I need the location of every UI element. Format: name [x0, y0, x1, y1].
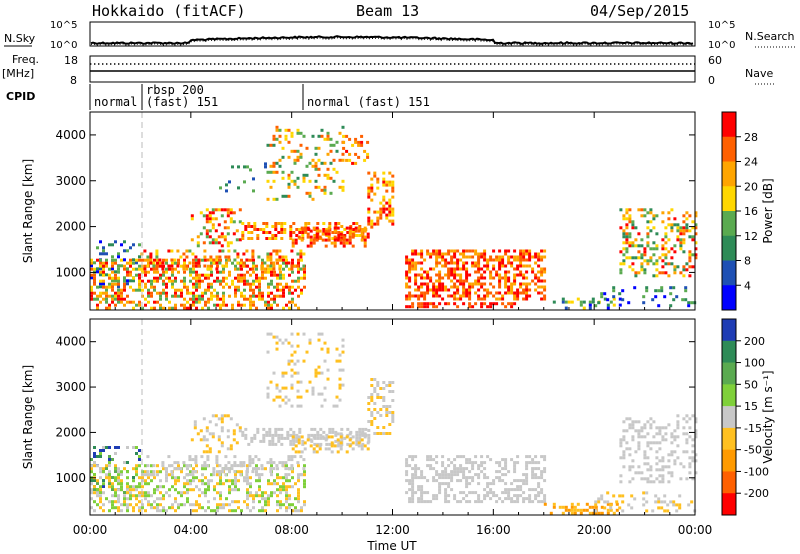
noise-right-tick-lo: 10^0 — [708, 40, 735, 51]
colorbar-tick-label: -15 — [744, 422, 762, 435]
noise-right-label: N.Search — [745, 30, 795, 43]
x-tick-label: 04:00 — [174, 523, 209, 537]
velocity-colorbar: 200 100 50 15 -15 -50 -100 -200 — [721, 318, 769, 516]
velocity-colorbar-label: Velocity [m s⁻¹] — [761, 370, 775, 463]
colorbar-swatch — [722, 384, 736, 407]
colorbar-swatch — [722, 471, 736, 494]
freq-label-2: [MHz] — [2, 67, 34, 80]
velocity-panel: 1000 2000 3000 4000 Slant Range [km] 200 100… — [21, 318, 775, 516]
noise-left-tick-lo: 10^0 — [50, 40, 77, 51]
power-ylabel: Slant Range [km] — [21, 159, 35, 263]
x-tick-label: 00:00 — [73, 523, 108, 537]
y-tick-label: 2000 — [55, 220, 86, 234]
nave-tick-hi: 60 — [708, 54, 722, 67]
noise-search-dots — [90, 37, 694, 46]
colorbar-tick-label: 200 — [744, 335, 765, 348]
colorbar-swatch — [722, 260, 736, 286]
nave-tick-lo: 0 — [708, 74, 715, 87]
nave-label: Nave — [745, 67, 773, 80]
y-tick-label: 2000 — [55, 425, 86, 439]
colorbar-swatch — [722, 319, 736, 342]
noise-panel: N.Sky 10^5 10^0 10^5 10^0 N.Search — [4, 20, 795, 51]
colorbar-swatch — [722, 211, 736, 237]
noise-right-tick-hi: 10^5 — [708, 20, 735, 31]
date-title: 04/Sep/2015 — [590, 2, 689, 20]
freq-tick-lo: 8 — [70, 74, 77, 87]
y-tick-label: 4000 — [55, 128, 86, 142]
colorbar-swatch — [722, 340, 736, 364]
y-tick-label: 3000 — [55, 380, 86, 394]
beam-title: Beam 13 — [356, 2, 419, 20]
freq-label-1: Freq. — [12, 53, 39, 66]
x-tick-label: 20:00 — [577, 523, 612, 537]
cpid-label: CPID — [6, 90, 35, 103]
x-tick-label: 08:00 — [274, 523, 309, 537]
colorbar-tick-label: -100 — [744, 465, 769, 478]
colorbar-swatch — [722, 161, 736, 187]
colorbar-tick-label: 4 — [744, 279, 751, 292]
colorbar-swatch — [722, 186, 736, 212]
colorbar-tick-label: 15 — [744, 400, 758, 413]
colorbar-tick-label: 16 — [744, 205, 758, 218]
cpid-seg-rbsp: rbsp 200 — [146, 83, 204, 97]
power-colorbar-label: Power [dB] — [761, 178, 775, 243]
freq-panel: Freq. [MHz] 18 8 60 0 Nave — [2, 53, 775, 87]
noise-sky-line — [90, 35, 694, 45]
y-tick-label: 1000 — [55, 471, 86, 485]
colorbar-swatch — [722, 235, 736, 261]
cpid-panel: CPID normal rbsp 200 (fast) 151 normal (… — [6, 83, 430, 110]
noise-left-tick-hi: 10^5 — [50, 20, 77, 31]
colorbar-tick-label: 8 — [744, 255, 751, 268]
colorbar-swatch — [722, 493, 736, 516]
colorbar-swatch — [722, 285, 736, 311]
colorbar-swatch — [722, 362, 736, 385]
colorbar-tick-label: 12 — [744, 230, 758, 243]
colorbar-swatch — [722, 449, 736, 472]
y-tick-label: 4000 — [55, 335, 86, 349]
cpid-seg-fast: (fast) 151 — [146, 95, 218, 109]
x-axis: 00:00 04:00 08:00 12:00 16:00 20:00 00:00 — [73, 112, 713, 537]
power-cells — [90, 125, 698, 310]
x-tick-label: 16:00 — [476, 523, 511, 537]
colorbar-swatch — [722, 427, 736, 451]
colorbar-tick-label: 28 — [744, 131, 758, 144]
power-panel: 1000 2000 3000 4000 Slant Range [km] 4 8 12 16… — [21, 111, 775, 311]
noise-left-label: N.Sky — [4, 32, 36, 45]
colorbar-tick-label: 50 — [744, 378, 758, 391]
colorbar-tick-label: 20 — [744, 180, 758, 193]
colorbar-swatch — [722, 406, 736, 429]
freq-tick-hi: 18 — [64, 54, 78, 67]
velocity-ylabel: Slant Range [km] — [21, 365, 35, 469]
y-tick-label: 1000 — [55, 265, 86, 279]
colorbar-swatch — [722, 112, 736, 138]
cpid-seg-normal-fast: normal (fast) 151 — [307, 95, 430, 109]
colorbar-swatch — [722, 136, 736, 162]
x-tick-label: 12:00 — [375, 523, 410, 537]
station-title: Hokkaido (fitACF) — [92, 2, 246, 20]
colorbar-tick-label: 100 — [744, 357, 765, 370]
y-tick-label: 3000 — [55, 174, 86, 188]
colorbar-tick-label: -200 — [744, 487, 769, 500]
velocity-y-ticks: 1000 2000 3000 4000 — [55, 335, 695, 485]
cpid-seg-normal: normal — [94, 95, 137, 109]
x-axis-label: Time UT — [366, 539, 417, 553]
power-y-ticks: 1000 2000 3000 4000 — [55, 128, 695, 279]
power-colorbar: 4 8 12 16 20 24 28 — [721, 111, 758, 311]
velocity-cells — [90, 332, 698, 515]
x-tick-label: 00:00 — [678, 523, 713, 537]
colorbar-tick-label: 24 — [744, 156, 758, 169]
colorbar-tick-label: -50 — [744, 444, 762, 457]
